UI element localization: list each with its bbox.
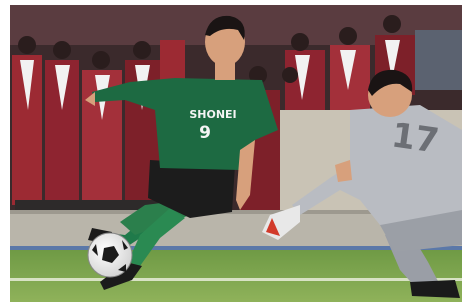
shape: [92, 51, 110, 69]
shape: [282, 67, 298, 83]
shape: [18, 36, 36, 54]
shape: [383, 15, 401, 33]
pitch: [10, 250, 462, 302]
keeper-number: 17: [389, 115, 441, 161]
shape: [133, 41, 151, 59]
jersey-sponsor: SHONEI: [189, 108, 236, 121]
pitch-line: [10, 278, 462, 281]
shape: [415, 30, 462, 90]
shape: [291, 33, 309, 51]
photo: SHONEI 9 17: [0, 0, 467, 307]
scene: SHONEI 9 17: [10, 5, 462, 302]
shape: [339, 27, 357, 45]
shape: [53, 41, 71, 59]
shape: [215, 62, 235, 80]
jersey-number: 9: [199, 123, 211, 143]
shape: [410, 280, 460, 298]
ball: [88, 233, 132, 277]
